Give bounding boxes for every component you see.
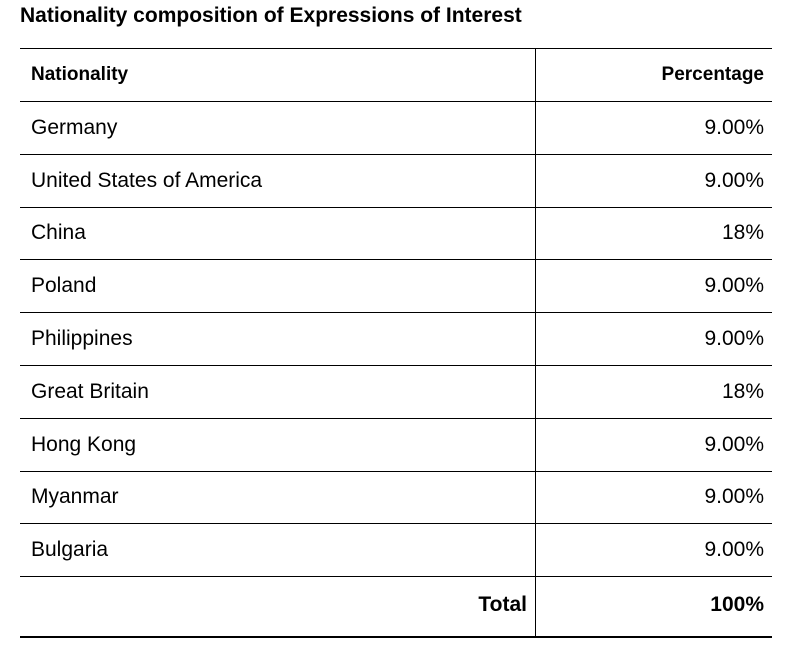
table-row: Hong Kong 9.00%	[20, 417, 772, 471]
percentage-cell: 9.00%	[704, 485, 764, 509]
nationality-cell: Germany	[31, 115, 118, 139]
column-divider	[535, 48, 536, 637]
table-row: Germany 9.00%	[20, 101, 772, 154]
nationality-cell: Poland	[31, 274, 97, 298]
nationality-cell: Myanmar	[31, 485, 119, 509]
nationality-cell: China	[31, 221, 86, 245]
percentage-cell: 9.00%	[704, 538, 764, 562]
header-row: Nationality Percentage	[20, 48, 772, 101]
percentage-cell: 9.00%	[704, 115, 764, 139]
percentage-cell: Percentage	[661, 64, 764, 85]
table-row: Bulgaria 9.00%	[20, 523, 772, 576]
table-row: Philippines 9.00%	[20, 312, 772, 365]
percentage-cell: 18%	[721, 221, 764, 245]
table-row: Myanmar 9.00%	[20, 470, 772, 524]
nationality-cell: Nationality	[31, 64, 129, 85]
percentage-cell: 9.00%	[704, 168, 764, 192]
table-row: China 18%	[20, 206, 772, 260]
nationality-cell: Total	[478, 593, 527, 617]
nationality-cell: Bulgaria	[31, 538, 109, 562]
table-row: United States of America 9.00%	[20, 153, 772, 207]
percentage-cell: 100%	[710, 593, 764, 617]
table-row: Poland 9.00%	[20, 259, 772, 312]
table-title: Nationality composition of Expressions o…	[20, 4, 522, 27]
table-bottom-border	[20, 636, 772, 638]
table: Nationality Percentage Germany 9.00% United …	[20, 48, 772, 638]
nationality-cell: United States of America	[31, 168, 263, 192]
total-row: Total 100%	[20, 576, 772, 636]
percentage-cell: 9.00%	[704, 327, 764, 351]
nationality-cell: Great Britain	[31, 379, 149, 403]
percentage-cell: 9.00%	[704, 274, 764, 298]
percentage-cell: 18%	[721, 379, 764, 403]
percentage-cell: 9.00%	[704, 432, 764, 456]
nationality-cell: Philippines	[31, 327, 133, 351]
table-row: Great Britain 18%	[20, 365, 772, 418]
nationality-cell: Hong Kong	[31, 432, 137, 456]
